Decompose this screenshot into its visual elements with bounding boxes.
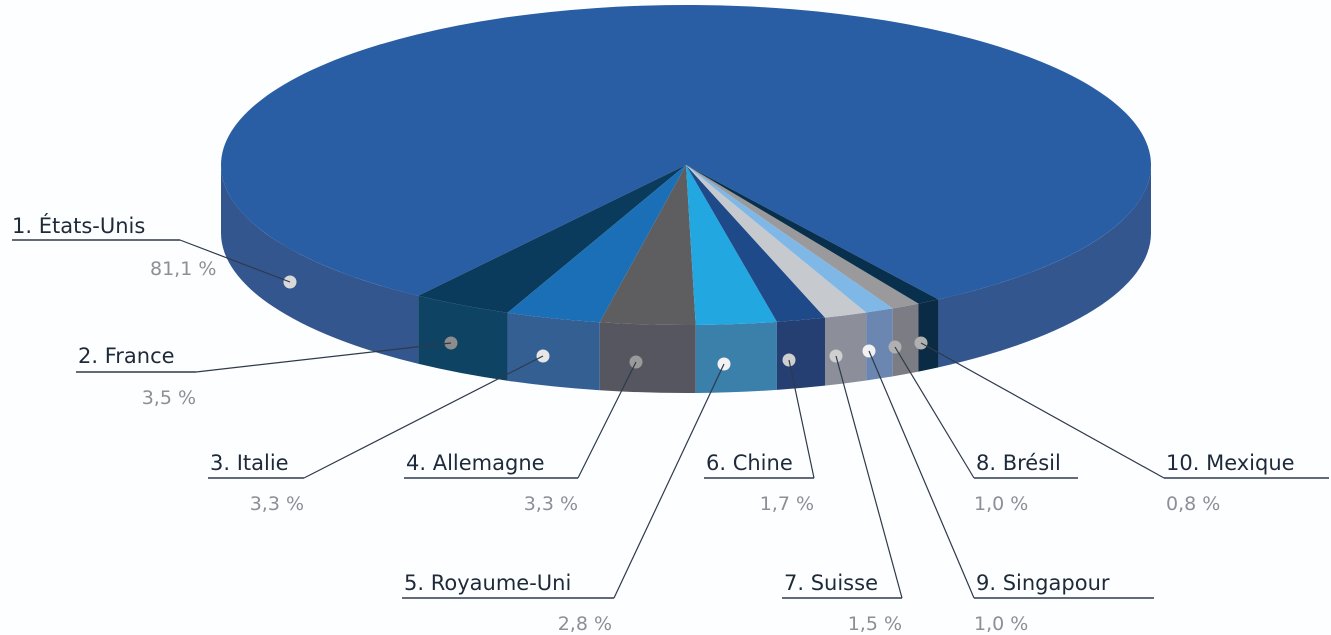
slice-label-4: 4. Allemagne: [406, 451, 545, 475]
slice-1: [221, 5, 1152, 300]
slice-7: [686, 165, 867, 318]
slice-side-4: [599, 322, 696, 393]
leader-line-3: [303, 355, 544, 479]
slice-label-9: 9. Singapour: [976, 571, 1110, 595]
slice-6: [686, 165, 826, 322]
slice-side-7: [825, 312, 867, 386]
slice-side-1: [221, 165, 419, 364]
slice-2: [418, 165, 686, 313]
slice-label-1: 1. États-Unis: [12, 213, 145, 238]
slice-side-5: [695, 321, 777, 393]
slice-value-10: 0,8 %: [1166, 493, 1220, 515]
leader-line-4: [577, 361, 637, 479]
leader-line-1: [179, 239, 291, 283]
slice-value-2: 3,5 %: [142, 387, 196, 409]
slice-value-8: 1,0 %: [974, 493, 1028, 515]
slice-value-1: 81,1 %: [150, 258, 216, 280]
slice-value-6: 1,7 %: [760, 493, 814, 515]
slice-8: [686, 165, 893, 313]
slice-value-4: 3,3 %: [524, 493, 578, 515]
slice-4: [599, 165, 696, 325]
slice-side-6: [776, 317, 826, 390]
slice-side-2: [418, 295, 508, 381]
slice-label-5: 5. Royaume-Uni: [404, 571, 571, 595]
slice-label-7: 7. Suisse: [784, 571, 878, 595]
slice-label-3: 3. Italie: [210, 451, 289, 475]
leader-line-9: [868, 350, 975, 599]
slice-10: [686, 165, 939, 304]
leader-line-5: [613, 363, 725, 599]
slice-side-1: [938, 165, 1151, 368]
leader-line-7: [835, 355, 903, 599]
slice-label-10: 10. Mexique: [1166, 451, 1295, 475]
slice-side-10: [918, 299, 939, 372]
leader-line-2: [195, 342, 452, 373]
slice-value-7: 1,5 %: [848, 613, 902, 635]
leader-line-10: [920, 342, 1165, 479]
slice-side-9: [892, 303, 919, 377]
slice-value-5: 2,8 %: [558, 613, 612, 635]
slice-label-6: 6. Chine: [706, 451, 793, 475]
slice-side-8: [866, 308, 893, 381]
slice-value-3: 3,3 %: [250, 493, 304, 515]
slice-9: [686, 165, 919, 309]
leader-line-6: [788, 359, 815, 479]
slice-label-2: 2. France: [78, 344, 175, 368]
slice-value-9: 1,0 %: [974, 613, 1028, 635]
slice-3: [507, 165, 686, 323]
slice-5: [686, 165, 777, 325]
slice-side-3: [507, 312, 600, 391]
leader-line-8: [894, 346, 975, 479]
slice-label-8: 8. Brésil: [976, 451, 1061, 475]
